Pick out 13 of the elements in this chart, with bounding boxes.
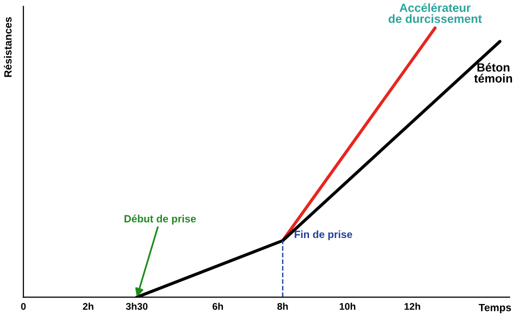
series-label: Accélérateur de durcissement bbox=[388, 3, 482, 23]
x-tick-label: 8h bbox=[277, 302, 288, 310]
x-tick-label: 10h bbox=[340, 302, 356, 310]
x-tick-label: 6h bbox=[212, 302, 223, 310]
annotation: Fin de prise bbox=[294, 230, 352, 240]
x-tick-label: 2h bbox=[82, 302, 94, 310]
x-axis-title: Temps bbox=[478, 304, 511, 314]
y-axis-title: Résistances bbox=[4, 17, 12, 77]
x-tick-label: 0 bbox=[21, 302, 26, 310]
x-tick-label: 3h30 bbox=[126, 302, 148, 310]
series-label: Béton témoin bbox=[474, 62, 512, 83]
x-tick-label: 12h bbox=[404, 302, 420, 310]
annotation: Début de prise bbox=[124, 214, 196, 224]
